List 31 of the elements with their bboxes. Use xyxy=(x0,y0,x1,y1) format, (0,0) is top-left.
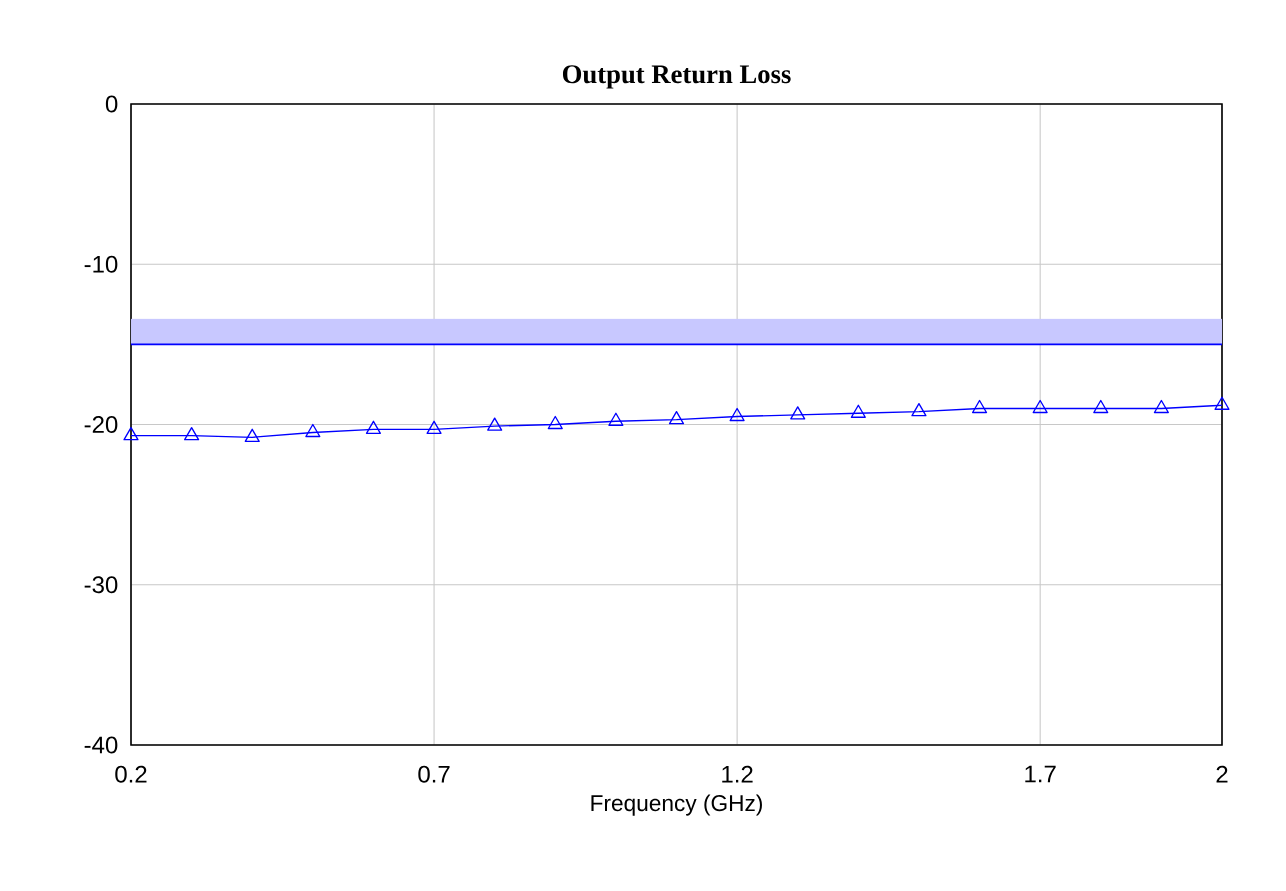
point xyxy=(1153,399,1169,414)
chart-title: Output Return Loss xyxy=(562,65,791,89)
y-tick-label: 0 xyxy=(105,95,118,113)
point xyxy=(123,427,139,441)
point xyxy=(668,411,685,425)
point xyxy=(1093,399,1109,414)
y-tick-label: -20 xyxy=(84,415,118,433)
point xyxy=(184,427,200,441)
x-tick-label: 2 xyxy=(1216,765,1228,783)
point xyxy=(911,403,927,417)
point xyxy=(305,423,321,438)
point xyxy=(365,420,382,434)
x-tick-label: 1.2 xyxy=(722,765,753,783)
y-tick-label: -30 xyxy=(84,576,118,594)
y-tick-label: -10 xyxy=(84,255,118,273)
point xyxy=(790,406,806,420)
x-axis-title: Frequency (GHz) xyxy=(591,794,762,816)
point xyxy=(547,415,563,430)
point xyxy=(1032,399,1048,414)
point xyxy=(426,420,442,434)
point xyxy=(971,399,988,414)
point xyxy=(244,428,260,442)
point xyxy=(850,404,866,418)
point xyxy=(487,417,503,431)
point xyxy=(1214,396,1230,410)
x-tick-label: 0.2 xyxy=(115,765,147,783)
y-tick-label: -40 xyxy=(84,736,118,754)
point xyxy=(608,412,624,426)
point xyxy=(729,407,745,422)
x-tick-label: 1.7 xyxy=(1025,765,1056,783)
x-tick-label: 0.7 xyxy=(418,765,450,783)
